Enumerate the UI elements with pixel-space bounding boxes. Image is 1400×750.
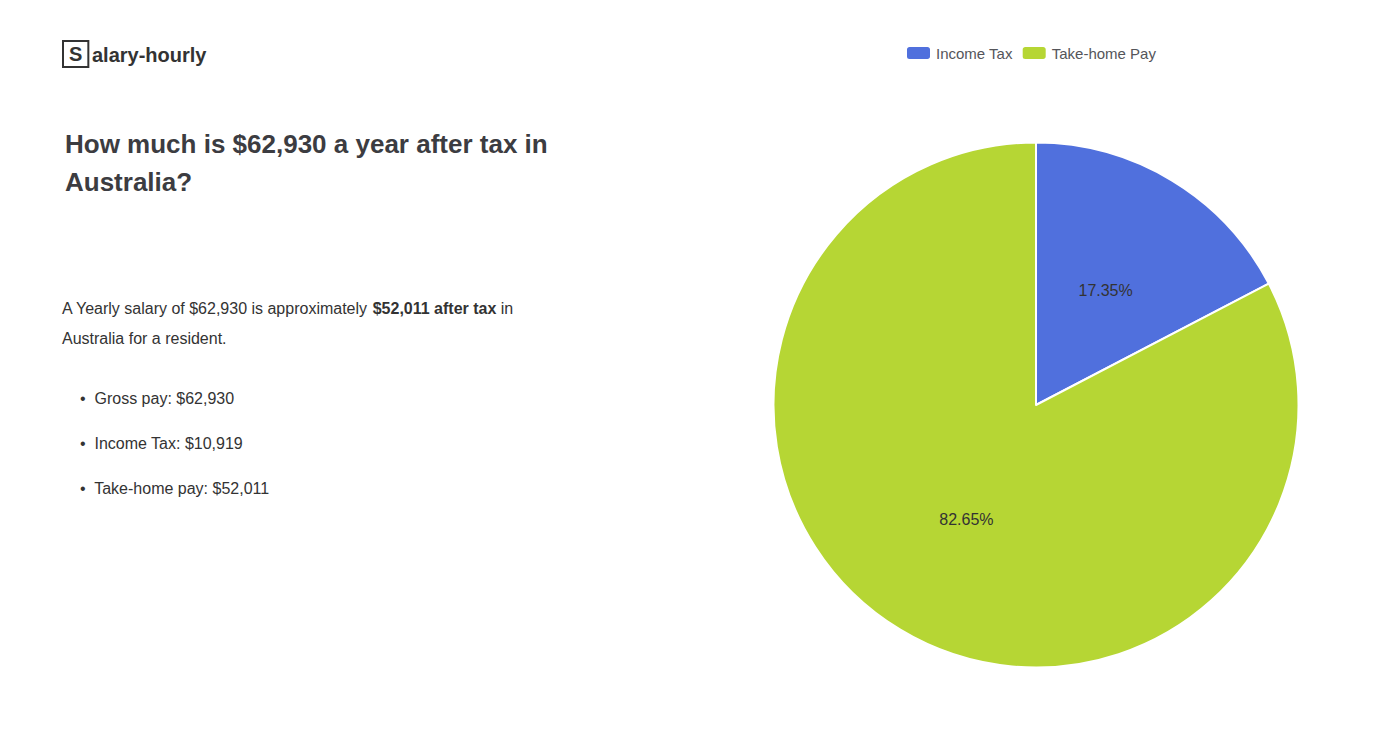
svg-text:Income Tax: Income Tax — [936, 45, 1013, 62]
svg-text:82.65%: 82.65% — [939, 511, 993, 528]
svg-text:• Take-home pay: $52,011: • Take-home pay: $52,011 — [80, 480, 269, 497]
svg-text:alary-hourly: alary-hourly — [92, 44, 207, 66]
svg-text:Australia for a resident.: Australia for a resident. — [62, 330, 227, 347]
svg-text:A Yearly salary of $62,930 is: A Yearly salary of $62,930 is approximat… — [62, 300, 372, 317]
svg-text:S: S — [69, 43, 82, 65]
svg-text:Take-home Pay: Take-home Pay — [1052, 45, 1157, 62]
svg-text:17.35%: 17.35% — [1078, 282, 1132, 299]
svg-text:• Gross pay: $62,930: • Gross pay: $62,930 — [80, 390, 234, 407]
svg-text:in: in — [496, 300, 513, 317]
svg-text:$52,011 after tax: $52,011 after tax — [373, 300, 497, 317]
svg-text:• Income Tax: $10,919: • Income Tax: $10,919 — [80, 435, 243, 452]
svg-text:Australia?: Australia? — [65, 167, 192, 197]
svg-text:How much is $62,930 a year aft: How much is $62,930 a year after tax in — [65, 129, 548, 159]
